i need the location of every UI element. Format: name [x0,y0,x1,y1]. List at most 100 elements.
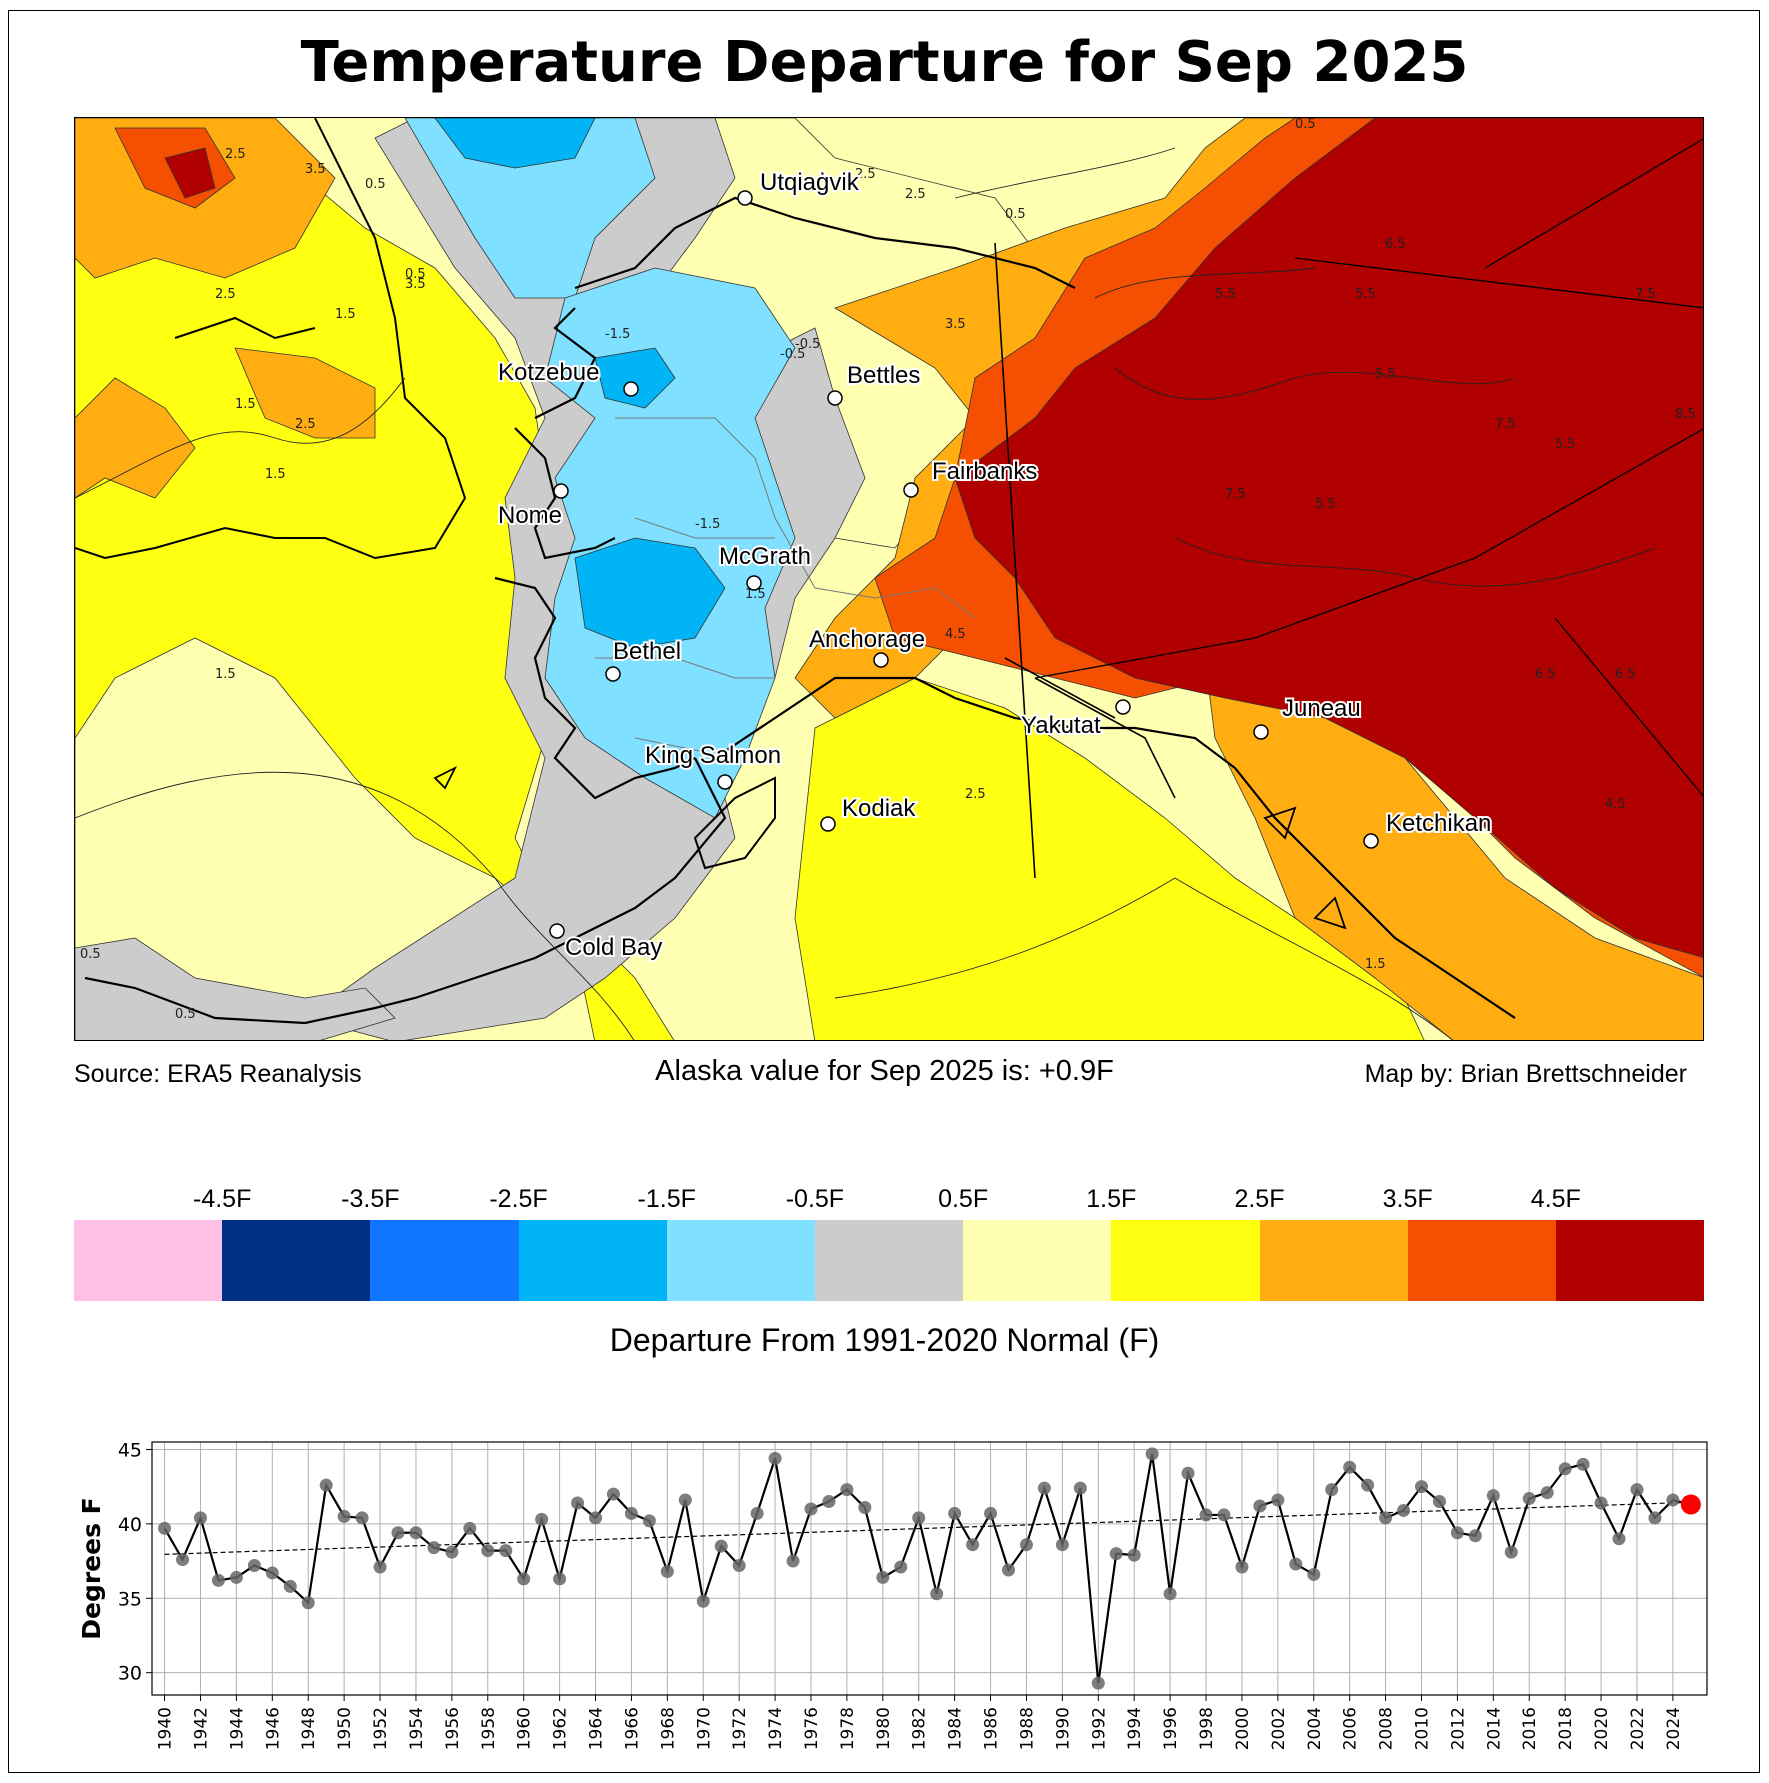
x-tick-label: 1962 [551,1707,571,1750]
x-tick-label: 2014 [1484,1707,1504,1750]
svg-text:7.5: 7.5 [1635,287,1656,302]
city-marker-icon [746,575,762,591]
data-point [642,1514,656,1528]
border-ak-canada [994,242,1176,879]
data-point [427,1541,441,1555]
border-ak-regions [595,417,976,759]
svg-text:-1.5: -1.5 [605,327,630,342]
x-tick-label: 2000 [1233,1707,1253,1750]
city-label: Nome [498,502,562,529]
colorbar-swatch [1555,1220,1705,1301]
trend-line [164,1501,1691,1555]
x-tick-label: 2018 [1556,1707,1576,1750]
data-point [1450,1526,1464,1540]
svg-text:4.5: 4.5 [945,627,966,642]
data-point [1558,1462,1572,1476]
data-point [337,1509,351,1523]
map-zone-blue-patch-3 [594,347,676,409]
x-tick-label: 2022 [1628,1707,1648,1750]
map-zone-blue-patch-2 [574,537,726,649]
svg-text:2.5: 2.5 [905,187,926,202]
x-tick-label: 1970 [694,1707,714,1750]
city-king-salmon: King Salmon [643,740,783,790]
svg-text:7.5: 7.5 [1495,417,1516,432]
x-tick-label: 1956 [443,1707,463,1750]
data-point [1397,1503,1411,1517]
city-marker-icon [1363,833,1379,849]
x-tick-label: 1944 [227,1707,247,1750]
plot-area [151,1441,1708,1696]
data-point [229,1570,243,1584]
x-tick-label: 1982 [910,1707,930,1750]
alaska-map: 2.5 3.5 0.5 2.5 0.5 1.5 1.5 1.5 2.5 -1.5… [74,117,1704,1041]
border-provinces [1034,138,1703,797]
series-line [163,1453,1692,1684]
city-nome: Nome [496,483,569,531]
x-tick-label: 1974 [766,1707,786,1750]
city-kotzebue: Kotzebue [496,357,639,397]
svg-text:7.5: 7.5 [1225,487,1246,502]
contour-labels: 2.5 3.5 0.5 2.5 0.5 1.5 1.5 1.5 2.5 -1.5… [80,118,1696,1022]
coastline-kodiak [693,776,776,870]
data-point [1379,1511,1393,1525]
map-credit-label: Map by: Brian Brettschneider [1364,1060,1687,1088]
colorbar-tick-label: 0.5F [938,1185,989,1213]
x-tick-label: 2016 [1520,1707,1540,1750]
city-label: McGrath [719,543,811,570]
x-tick-label: 1966 [622,1707,642,1750]
data-point [1235,1560,1249,1574]
data-point [355,1511,369,1525]
data-point [1307,1567,1321,1581]
x-tick-label: 1986 [982,1707,1002,1750]
coastline-islands [433,765,1347,930]
figure-frame [8,10,1760,1773]
city-label: Juneau [1282,695,1361,722]
svg-text:1.5: 1.5 [335,307,356,322]
x-tick-label: 1980 [874,1707,894,1750]
data-point [283,1579,297,1593]
colorbar-tick-label: 3.5F [1382,1185,1433,1213]
data-point [1037,1481,1051,1495]
data-point [1002,1563,1016,1577]
city-yakutat: Yakutat [1019,699,1131,741]
data-point [858,1500,872,1514]
data-point [391,1526,405,1540]
data-point [176,1553,190,1567]
city-label: King Salmon [645,742,781,769]
x-tick-label: 1952 [371,1707,391,1750]
svg-text:1.5: 1.5 [265,467,286,482]
data-point [1109,1547,1123,1561]
colorbar [74,1220,1705,1301]
svg-text:-1.5: -1.5 [695,517,720,532]
svg-text:3.5: 3.5 [945,317,966,332]
city-kodiak: Kodiak [820,793,918,832]
svg-text:2.5: 2.5 [855,167,876,182]
map-zone-gray-southwest [75,937,396,1040]
city-bettles: Bettles [827,360,922,406]
x-tick-label: 1940 [156,1707,176,1750]
data-point [948,1506,962,1520]
data-point [804,1502,818,1516]
data-point [1576,1457,1590,1471]
data-point [535,1512,549,1526]
svg-text:5.5: 5.5 [1555,437,1576,452]
city-marker-icon [820,816,836,832]
colorbar-title: Departure From 1991-2020 Normal (F) [609,1322,1160,1358]
colorbar-tick-label: -0.5F [785,1185,845,1213]
colorbar-tick-label: 4.5F [1530,1185,1581,1213]
data-point [1289,1557,1303,1571]
data-point [1073,1481,1087,1495]
data-point [750,1506,764,1520]
svg-text:3.5: 3.5 [405,277,426,292]
x-tick-label: 1950 [335,1707,355,1750]
city-label: Bethel [613,638,681,665]
svg-text:1.5: 1.5 [235,397,256,412]
data-point [624,1506,638,1520]
city-cold-bay: Cold Bay [549,923,664,963]
y-tick-label: 45 [118,1439,142,1461]
data-point [678,1493,692,1507]
data-point [966,1538,980,1552]
x-tick-label: 2004 [1305,1707,1325,1750]
x-tick-label: 1954 [407,1707,427,1750]
coastline-russia [75,118,467,560]
